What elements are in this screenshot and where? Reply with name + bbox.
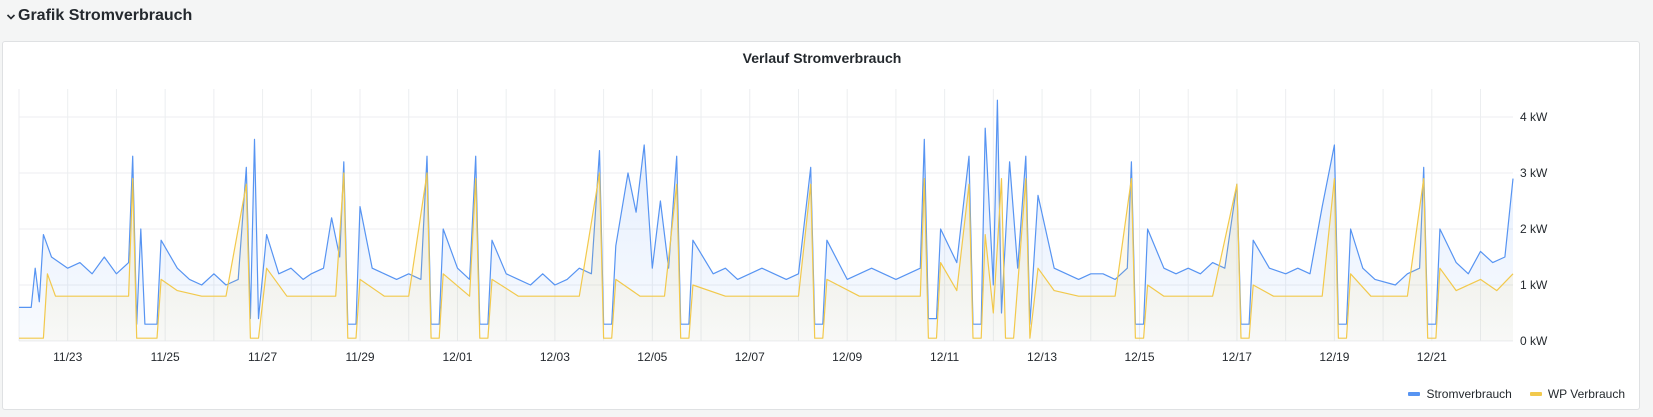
x-tick-label: 12/19 <box>1319 350 1349 364</box>
legend-label: WP Verbrauch <box>1547 387 1625 401</box>
legend-item-strom[interactable]: Stromverbrauch <box>1408 387 1512 401</box>
row-title[interactable]: Grafik Stromverbrauch <box>18 7 193 24</box>
y-tick-label: 4 kW <box>1520 110 1548 124</box>
chevron-down-icon[interactable] <box>6 12 16 22</box>
x-tick-label: 12/07 <box>735 350 765 364</box>
x-tick-label: 12/01 <box>442 350 472 364</box>
y-tick-label: 3 kW <box>1520 166 1548 180</box>
legend-item-wp[interactable]: WP Verbrauch <box>1529 387 1625 401</box>
y-tick-label: 1 kW <box>1520 278 1548 292</box>
series-area-wp <box>19 173 1513 341</box>
series-area-strom <box>19 100 1513 341</box>
x-tick-label: 12/09 <box>832 350 862 364</box>
y-tick-label: 0 kW <box>1520 334 1548 348</box>
x-tick-label: 12/03 <box>540 350 570 364</box>
x-tick-label: 12/21 <box>1417 350 1447 364</box>
legend-label: Stromverbrauch <box>1426 387 1512 401</box>
chart-panel: Verlauf Stromverbrauch 0 kW 1 kW 2 kW 3 kW 4… <box>2 41 1640 410</box>
legend: Stromverbrauch WP Verbrauch <box>1408 387 1625 401</box>
x-tick-label: 12/15 <box>1124 350 1154 364</box>
series-line-wp <box>19 172 1514 339</box>
legend-swatch-icon <box>1529 392 1542 396</box>
line-chart[interactable]: 0 kW 1 kW 2 kW 3 kW 4 kW 11/23 11/25 11/27 11/29… <box>3 42 1641 411</box>
x-tick-label: 11/29 <box>345 350 374 364</box>
x-tick-label: 11/27 <box>248 350 277 364</box>
legend-swatch-icon <box>1408 392 1421 396</box>
x-tick-label: 12/05 <box>637 350 667 364</box>
x-tick-label: 12/13 <box>1027 350 1057 364</box>
y-tick-label: 2 kW <box>1520 222 1548 236</box>
x-tick-label: 12/17 <box>1222 350 1252 364</box>
x-tick-label: 12/11 <box>930 350 959 364</box>
x-tick-label: 11/23 <box>53 350 82 364</box>
panel-title[interactable]: Verlauf Stromverbrauch <box>742 50 902 66</box>
x-tick-label: 11/25 <box>151 350 180 364</box>
row-header[interactable]: Grafik Stromverbrauch <box>0 0 1653 34</box>
